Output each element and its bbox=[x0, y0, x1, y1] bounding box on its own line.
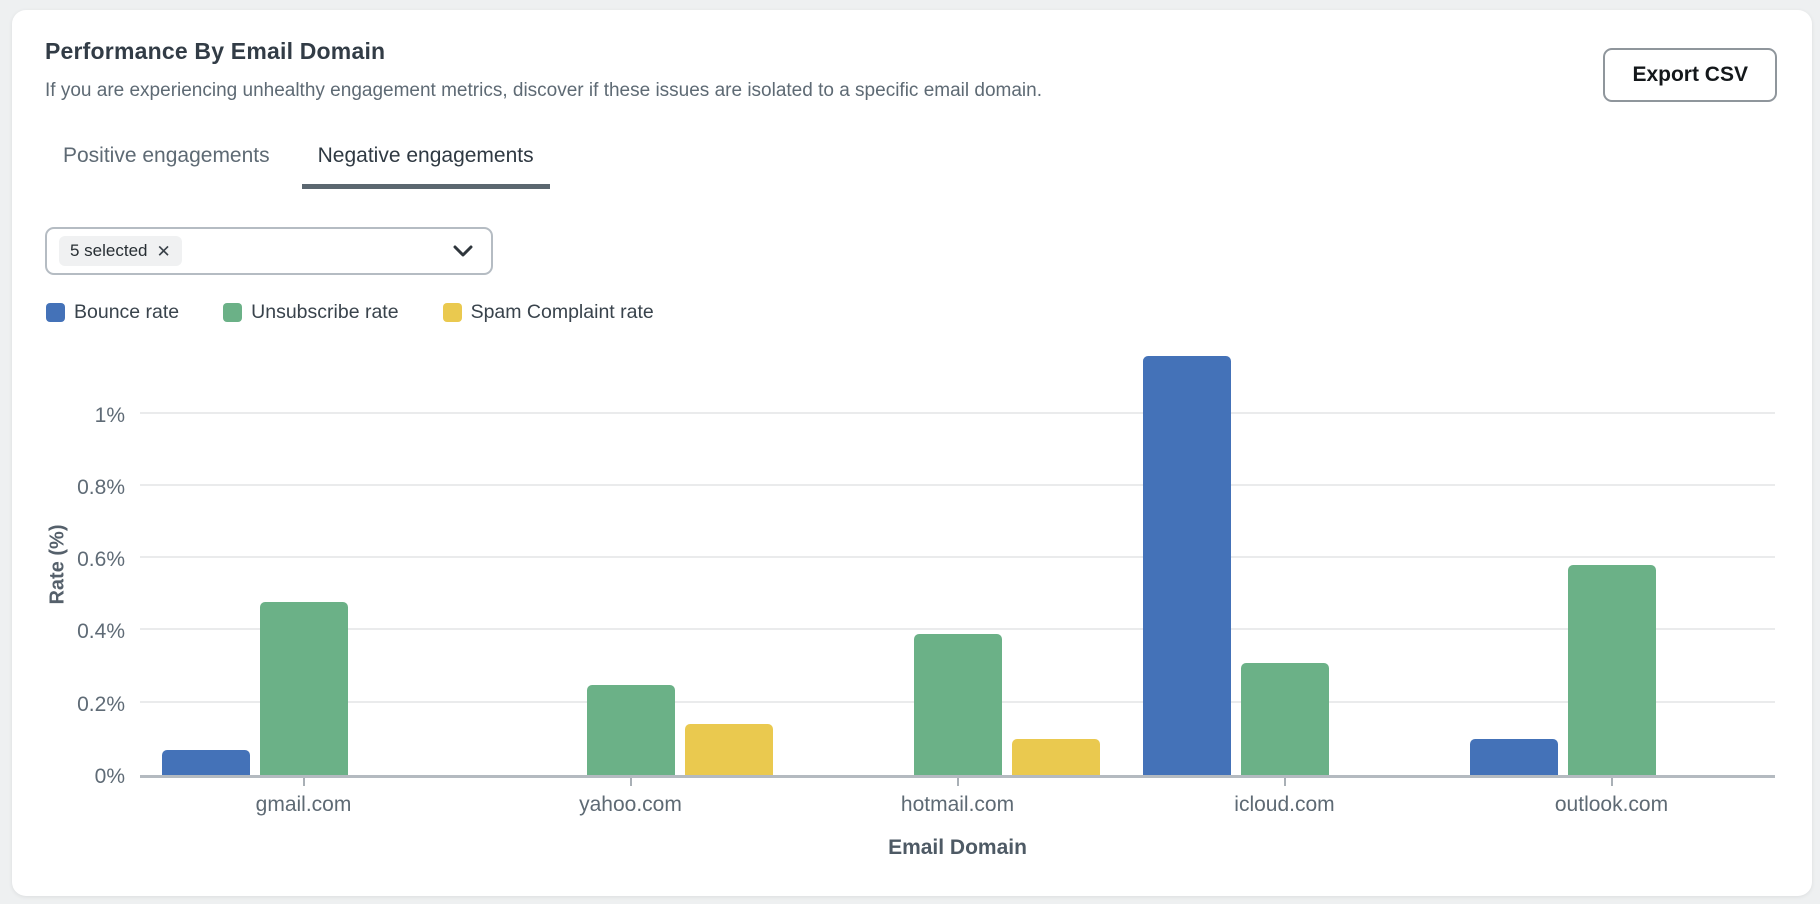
x-label-icloud.com: icloud.com bbox=[1234, 793, 1335, 816]
legend-label: Bounce rate bbox=[74, 301, 180, 323]
bar-chart: Rate (%) gmail.com yahoo.com hotmail.com ic… bbox=[45, 348, 1775, 868]
bar-groups bbox=[140, 348, 1775, 786]
bar-unsubscribe-rate-gmail.com[interactable] bbox=[259, 601, 348, 775]
y-tick-label: 0.2% bbox=[77, 692, 125, 716]
gridline-1% bbox=[140, 411, 1775, 414]
engagement-tabs: Positive engagements Negative engagement… bbox=[47, 140, 550, 189]
export-csv-button[interactable]: Export CSV bbox=[1603, 48, 1777, 102]
spam-complaint-rate-swatch-icon bbox=[442, 303, 462, 322]
bar-group-gmail.com bbox=[140, 348, 467, 786]
tab-positive-engagements[interactable]: Positive engagements bbox=[63, 144, 270, 167]
tab-negative-engagements[interactable]: Negative engagements bbox=[301, 140, 550, 189]
legend-item-spam-complaint-rate[interactable]: Spam Complaint rate bbox=[442, 301, 654, 324]
category-tick bbox=[1283, 778, 1286, 786]
selected-count-label: 5 selected bbox=[70, 241, 148, 260]
y-tick-label: 1% bbox=[94, 403, 125, 427]
x-label-gmail.com: gmail.com bbox=[255, 793, 352, 816]
bar-unsubscribe-rate-outlook.com[interactable] bbox=[1567, 565, 1656, 775]
x-axis-labels: gmail.com yahoo.com hotmail.com icloud.com o… bbox=[140, 793, 1775, 817]
bar-unsubscribe-rate-hotmail.com[interactable] bbox=[913, 634, 1002, 775]
legend-label: Unsubscribe rate bbox=[251, 301, 399, 323]
chevron-down-icon[interactable] bbox=[453, 245, 473, 257]
bar-unsubscribe-rate-yahoo.com[interactable] bbox=[586, 684, 675, 775]
plot-area bbox=[140, 348, 1775, 786]
category-tick bbox=[629, 778, 632, 786]
page-title: Performance By Email Domain bbox=[45, 38, 386, 64]
category-tick bbox=[956, 778, 959, 786]
y-tick-label: 0.6% bbox=[77, 548, 125, 572]
x-label-hotmail.com: hotmail.com bbox=[900, 793, 1015, 816]
bar-group-outlook.com bbox=[1448, 348, 1775, 786]
legend-label: Spam Complaint rate bbox=[470, 301, 654, 323]
y-tick-label: 0.8% bbox=[77, 475, 125, 499]
bar-group-yahoo.com bbox=[467, 348, 794, 786]
bar-spam-complaint-rate-yahoo.com[interactable] bbox=[684, 724, 773, 775]
y-tick-label: 0.4% bbox=[77, 620, 125, 644]
bar-unsubscribe-rate-icloud.com[interactable] bbox=[1240, 663, 1329, 775]
category-tick bbox=[302, 778, 305, 786]
x-axis-title: Email Domain bbox=[888, 836, 1027, 859]
bounce-rate-swatch-icon bbox=[46, 303, 65, 322]
bar-bounce-rate-icloud.com[interactable] bbox=[1142, 355, 1231, 775]
unsubscribe-rate-swatch-icon bbox=[223, 303, 243, 322]
gridline-0.8% bbox=[140, 483, 1775, 486]
gridline-0.6% bbox=[140, 556, 1775, 559]
y-tick-label: 0% bbox=[94, 765, 125, 788]
clear-selection-icon[interactable]: ✕ bbox=[156, 241, 171, 261]
bar-group-icloud.com bbox=[1121, 348, 1448, 786]
legend-item-bounce-rate[interactable]: Bounce rate bbox=[46, 301, 179, 324]
bar-spam-complaint-rate-hotmail.com[interactable] bbox=[1011, 738, 1100, 775]
gridline-0.4% bbox=[140, 628, 1775, 631]
x-label-yahoo.com: yahoo.com bbox=[579, 793, 682, 816]
chart-legend: Bounce rate Unsubscribe rate Spam Compla… bbox=[46, 301, 654, 324]
legend-item-unsubscribe-rate[interactable]: Unsubscribe rate bbox=[223, 301, 399, 324]
performance-card: Performance By Email Domain If you are e… bbox=[12, 10, 1812, 896]
page-subtitle: If you are experiencing unhealthy engage… bbox=[45, 80, 1042, 101]
domain-multiselect[interactable]: 5 selected ✕ bbox=[45, 227, 493, 275]
selected-count-chip[interactable]: 5 selected ✕ bbox=[59, 236, 182, 266]
bar-bounce-rate-outlook.com[interactable] bbox=[1469, 738, 1558, 775]
bar-group-hotmail.com bbox=[794, 348, 1121, 786]
bar-bounce-rate-gmail.com[interactable] bbox=[161, 749, 250, 775]
x-label-outlook.com: outlook.com bbox=[1554, 793, 1669, 816]
category-tick bbox=[1610, 778, 1613, 786]
